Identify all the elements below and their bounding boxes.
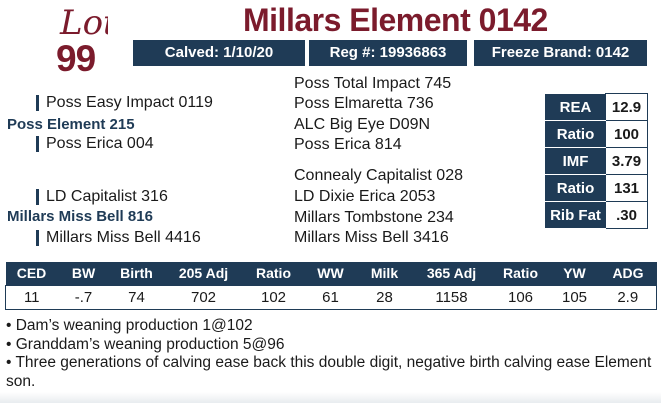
carcass-data-table: REA 12.9 Ratio 100 IMF 3.79 Ratio 131 Ri… bbox=[545, 93, 648, 229]
lot-number: 99 bbox=[56, 38, 96, 79]
carcass-row: Rib Fat .30 bbox=[545, 201, 648, 229]
carcass-row: Ratio 100 bbox=[545, 120, 648, 148]
svg-text:Lot: Lot bbox=[59, 3, 108, 42]
value-ced: 11 bbox=[5, 284, 58, 310]
header-ww: WW bbox=[303, 262, 358, 285]
value-adg: 2.9 bbox=[599, 284, 657, 310]
carcass-label: Ratio bbox=[545, 174, 606, 202]
value-365-adj: 1158 bbox=[411, 284, 492, 310]
pedigree-dam-sire-dam: LD Dixie Erica 2053 bbox=[294, 188, 436, 205]
performance-table: CED BW Birth 205 Adj Ratio WW Milk 365 A… bbox=[5, 262, 657, 310]
pedigree-dam: Millars Miss Bell 816 bbox=[7, 208, 153, 225]
carcass-label: Ratio bbox=[545, 120, 606, 148]
pedigree-dam-sire-sire: Connealy Capitalist 028 bbox=[294, 167, 463, 184]
header-bw: BW bbox=[57, 262, 110, 285]
carcass-row: Ratio 131 bbox=[545, 174, 648, 202]
value-bw: -.7 bbox=[57, 284, 110, 310]
pedigree-sire-dam-sire: ALC Big Eye D09N bbox=[294, 116, 431, 133]
value-205-adj: 702 bbox=[163, 284, 244, 310]
bottom-background-edge bbox=[0, 392, 661, 403]
header-birth: Birth bbox=[109, 262, 164, 285]
carcass-value: 100 bbox=[605, 120, 648, 148]
pedigree-sire: Poss Element 215 bbox=[7, 116, 135, 133]
pedigree-sire-dam-dam: Poss Erica 814 bbox=[294, 136, 402, 153]
pedigree-dam-dam: Millars Miss Bell 4416 bbox=[36, 230, 201, 246]
value-ratio: 106 bbox=[491, 284, 550, 310]
value-yw: 105 bbox=[549, 284, 600, 310]
notes-list: • Dam’s weaning production 1@102 • Grand… bbox=[6, 317, 656, 391]
value-ww: 61 bbox=[303, 284, 358, 310]
pedigree-sire-dam: Poss Erica 004 bbox=[36, 136, 154, 152]
pedigree-dam-dam-sire: Millars Tombstone 234 bbox=[294, 209, 454, 226]
carcass-value: .30 bbox=[605, 201, 648, 229]
calved-date: Calved: 1/10/20 bbox=[133, 40, 305, 66]
registration-number: Reg #: 19936863 bbox=[309, 40, 467, 66]
performance-header-row: CED BW Birth 205 Adj Ratio WW Milk 365 A… bbox=[5, 262, 657, 285]
header-365-adj: 365 Adj bbox=[411, 262, 492, 285]
pedigree-sire-sire-sire: Poss Total Impact 745 bbox=[294, 75, 452, 92]
carcass-label: Rib Fat bbox=[545, 201, 606, 229]
header-adg: ADG bbox=[599, 262, 657, 285]
carcass-label: REA bbox=[545, 93, 606, 121]
carcass-value: 12.9 bbox=[605, 93, 648, 121]
performance-value-row: 11 -.7 74 702 102 61 28 1158 106 105 2.9 bbox=[5, 284, 657, 310]
note-item: • Dam’s weaning production 1@102 bbox=[6, 317, 253, 334]
pedigree-sire-sire: Poss Easy Impact 0119 bbox=[36, 95, 213, 111]
carcass-row: IMF 3.79 bbox=[545, 147, 648, 175]
lot-script-word: Lot bbox=[59, 3, 108, 42]
header-milk: Milk bbox=[357, 262, 412, 285]
carcass-row: REA 12.9 bbox=[545, 93, 648, 121]
header-ced: CED bbox=[5, 262, 58, 285]
carcass-value: 3.79 bbox=[605, 147, 648, 175]
header-ratio: Ratio bbox=[243, 262, 304, 285]
note-item: • Three generations of calving ease back… bbox=[6, 354, 652, 390]
pedigree-dam-dam-dam: Millars Miss Bell 3416 bbox=[294, 229, 449, 246]
header-205-adj: 205 Adj bbox=[163, 262, 244, 285]
header-ratio: Ratio bbox=[491, 262, 550, 285]
pedigree-dam-sire: LD Capitalist 316 bbox=[36, 189, 168, 205]
carcass-label: IMF bbox=[545, 147, 606, 175]
value-milk: 28 bbox=[357, 284, 412, 310]
freeze-brand: Freeze Brand: 0142 bbox=[474, 40, 647, 66]
note-item: • Granddam’s weaning production 5@96 bbox=[6, 335, 285, 353]
value-birth: 74 bbox=[109, 284, 164, 310]
carcass-value: 131 bbox=[605, 174, 648, 202]
animal-name: Millars Element 0142 bbox=[243, 2, 548, 38]
pedigree-sire-sire-dam: Poss Elmaretta 736 bbox=[294, 95, 434, 112]
header-yw: YW bbox=[549, 262, 600, 285]
value-ratio: 102 bbox=[243, 284, 304, 310]
